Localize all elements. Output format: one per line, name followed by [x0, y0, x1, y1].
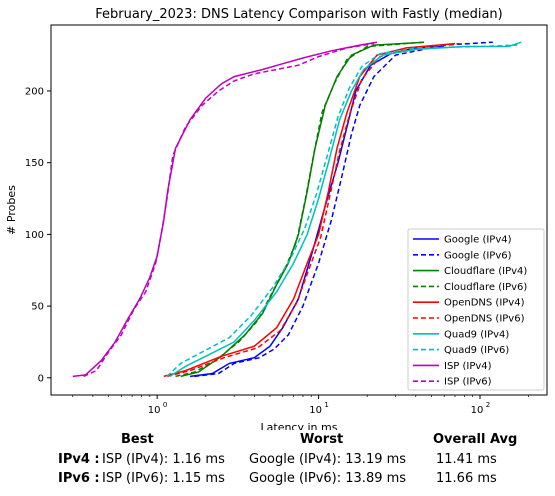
x-axis-label: Latency in ms — [261, 421, 338, 430]
x-tick-label: 10 — [471, 405, 484, 416]
summary-worst-ipv6: Google (IPv6): 13.89 ms — [249, 471, 407, 486]
summary-worst-ipv4: Google (IPv4): 13.19 ms — [249, 452, 407, 467]
legend-label: OpenDNS (IPv6) — [444, 314, 525, 325]
summary-row-label-ipv4: IPv4 : — [58, 452, 100, 467]
series-line-3 — [175, 41, 425, 378]
series-line-9 — [83, 42, 375, 378]
summary-header-worst: Worst — [300, 432, 344, 447]
series-line-2 — [180, 41, 425, 378]
series-line-4 — [163, 42, 456, 378]
plot-frame — [50, 24, 548, 396]
x-tick-exponent: 1 — [324, 401, 328, 409]
summary-best-ipv6: ISP (IPv6): 1.15 ms — [102, 471, 225, 486]
y-tick-label: 0 — [38, 373, 44, 384]
legend-label: ISP (IPv4) — [444, 361, 492, 372]
summary-row-label-ipv6: IPv6 : — [58, 471, 100, 486]
legend-label: OpenDNS (IPv4) — [444, 298, 525, 309]
x-tick-label: 10 — [148, 405, 161, 416]
y-tick-label: 100 — [25, 230, 44, 241]
legend-label: Google (IPv4) — [444, 235, 512, 246]
x-axis: 10 0 10 1 10 2 — [72, 395, 529, 416]
legend: Google (IPv4) Google (IPv6) Cloudflare (IP… — [407, 228, 545, 391]
y-tick-label: 50 — [31, 302, 44, 313]
y-tick-label: 200 — [25, 86, 44, 97]
y-axis: 0 50 100 150 200 — [25, 86, 51, 384]
series-line-5 — [166, 42, 460, 378]
y-axis-label: # Probes — [5, 185, 18, 235]
series-line-6 — [169, 41, 522, 378]
legend-label: Quad9 (IPv6) — [444, 345, 509, 356]
y-tick-label: 150 — [25, 158, 44, 169]
summary-avg-ipv6: 11.66 ms — [436, 471, 497, 486]
series-line-7 — [166, 44, 518, 377]
legend-label: Google (IPv6) — [444, 250, 512, 261]
latency-chart: February_2023: DNS Latency Comparison wi… — [5, 7, 548, 430]
x-tick-exponent: 0 — [163, 401, 167, 409]
summary-best-ipv4: ISP (IPv4): 1.16 ms — [102, 452, 225, 467]
x-tick-exponent: 2 — [486, 401, 490, 409]
series-line-0 — [190, 45, 445, 378]
summary-header-avg: Overall Avg — [433, 432, 518, 447]
legend-label: ISP (IPv6) — [444, 377, 492, 388]
legend-box — [407, 228, 545, 391]
legend-label: Cloudflare (IPv6) — [444, 282, 527, 293]
legend-label: Quad9 (IPv4) — [444, 329, 509, 340]
legend-label: Cloudflare (IPv4) — [444, 266, 527, 277]
chart-title: February_2023: DNS Latency Comparison wi… — [95, 7, 502, 22]
x-tick-label: 10 — [309, 405, 322, 416]
series-line-8 — [72, 41, 378, 378]
plot-area — [50, 24, 548, 396]
summary-avg-ipv4: 11.41 ms — [436, 452, 497, 467]
summary-header-best: Best — [121, 432, 154, 447]
series-line-1 — [194, 41, 493, 378]
